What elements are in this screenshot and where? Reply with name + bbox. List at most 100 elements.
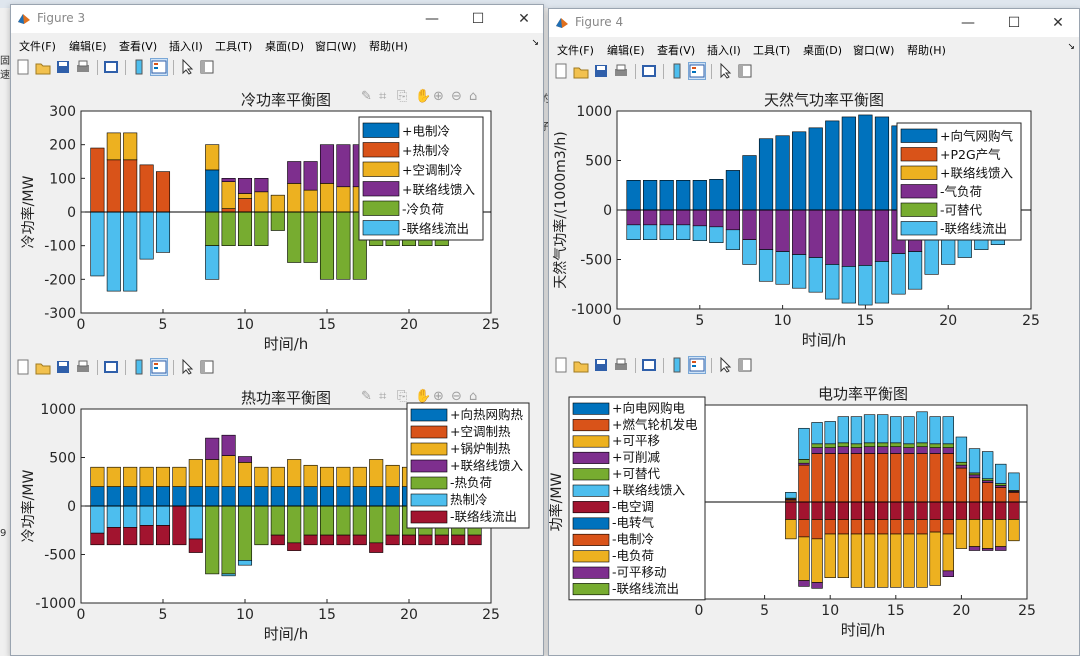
new-figure-icon[interactable] xyxy=(553,63,569,79)
colorbar-icon[interactable] xyxy=(669,357,685,373)
open-file-icon[interactable] xyxy=(35,59,51,75)
print-icon[interactable] xyxy=(75,359,91,375)
pointer-icon[interactable] xyxy=(179,58,195,75)
menu-dock-arrow-icon[interactable]: ↘ xyxy=(1067,42,1075,52)
save-icon[interactable] xyxy=(593,63,609,79)
export-icon[interactable]: ⎘ xyxy=(397,89,408,104)
new-figure-icon[interactable] xyxy=(15,59,31,75)
axes-toolbar: ✎ ⌗ ⎘ ✋ ⊕ ⊖ ⌂ xyxy=(361,389,491,407)
menu-tools[interactable]: 工具(T) xyxy=(215,40,253,53)
maximize-button[interactable]: ☐ xyxy=(1007,15,1021,31)
bar-segment xyxy=(155,211,171,253)
bar-segment xyxy=(90,466,105,487)
zoom-out-icon[interactable]: ⊖ xyxy=(451,389,462,404)
pointer-icon[interactable] xyxy=(717,62,733,79)
save-icon[interactable] xyxy=(55,359,71,375)
property-editor-icon[interactable] xyxy=(199,359,215,375)
menu-edit[interactable]: 编辑(E) xyxy=(69,40,107,53)
open-file-icon[interactable] xyxy=(573,63,589,79)
brush-icon[interactable]: ✎ xyxy=(361,389,372,404)
menu-file[interactable]: 文件(F) xyxy=(19,40,56,53)
bar-segment xyxy=(798,459,810,464)
property-editor-icon[interactable] xyxy=(199,59,215,75)
y-tick-label: -1000 xyxy=(571,302,612,318)
menu-view[interactable]: 查看(V) xyxy=(119,40,158,53)
x-tick-label: 10 xyxy=(236,607,254,623)
menu-window[interactable]: 窗口(W) xyxy=(315,40,357,53)
bar-segment xyxy=(877,519,889,535)
title-bar[interactable]: Figure 4 — ☐ ✕ xyxy=(549,9,1079,37)
new-figure-icon[interactable] xyxy=(15,359,31,375)
export-icon[interactable]: ⎘ xyxy=(397,389,408,404)
menu-dock-arrow-icon[interactable]: ↘ xyxy=(531,38,539,48)
maximize-button[interactable]: ☐ xyxy=(471,11,485,27)
bar-segment xyxy=(221,455,236,487)
save-icon[interactable] xyxy=(55,59,71,75)
bar-segment xyxy=(303,161,318,191)
home-icon[interactable]: ⌂ xyxy=(469,89,478,104)
bar-segment xyxy=(874,116,890,211)
save-icon[interactable] xyxy=(593,357,609,373)
print-icon[interactable] xyxy=(75,59,91,75)
legend-swatch xyxy=(900,128,938,143)
bar-segment xyxy=(850,501,863,520)
y-tick-label: 300 xyxy=(49,104,76,120)
link-plot-icon[interactable] xyxy=(641,357,657,373)
minimize-button[interactable]: — xyxy=(961,15,975,31)
bar-segment xyxy=(692,180,707,211)
brush-icon[interactable]: ✎ xyxy=(361,89,372,104)
legend-icon[interactable] xyxy=(150,58,168,76)
open-file-icon[interactable] xyxy=(573,357,589,373)
menu-desktop[interactable]: 桌面(D) xyxy=(265,40,305,53)
menu-edit[interactable]: 编辑(E) xyxy=(607,44,645,57)
menu-window[interactable]: 窗口(W) xyxy=(853,44,895,57)
bar-segment xyxy=(968,501,981,520)
menu-view[interactable]: 查看(V) xyxy=(657,44,696,57)
y-tick-label: 0 xyxy=(603,203,612,219)
menu-help[interactable]: 帮助(H) xyxy=(907,44,946,57)
menu-file[interactable]: 文件(F) xyxy=(557,44,594,57)
bar-segment xyxy=(139,211,154,260)
property-editor-icon[interactable] xyxy=(737,63,753,79)
legend-swatch xyxy=(410,476,448,490)
bar-segment xyxy=(742,155,757,211)
data-tip-icon[interactable]: ⌗ xyxy=(379,89,387,104)
menu-insert[interactable]: 插入(I) xyxy=(169,40,203,53)
menu-desktop[interactable]: 桌面(D) xyxy=(803,44,843,57)
zoom-out-icon[interactable]: ⊖ xyxy=(451,89,462,104)
bar-segment xyxy=(968,477,981,503)
legend-icon[interactable] xyxy=(688,62,706,80)
bar-segment xyxy=(336,486,351,507)
data-tip-icon[interactable]: ⌗ xyxy=(379,389,387,404)
link-plot-icon[interactable] xyxy=(103,359,119,375)
link-plot-icon[interactable] xyxy=(641,63,657,79)
legend-icon[interactable] xyxy=(150,358,168,376)
toolbar-separator xyxy=(125,360,126,375)
colorbar-icon[interactable] xyxy=(669,63,685,79)
open-file-icon[interactable] xyxy=(35,359,51,375)
menu-tools[interactable]: 工具(T) xyxy=(753,44,791,57)
pointer-icon[interactable] xyxy=(717,356,733,373)
pan-icon[interactable]: ✋ xyxy=(415,389,432,404)
print-icon[interactable] xyxy=(613,63,629,79)
colorbar-icon[interactable] xyxy=(131,59,147,75)
zoom-in-icon[interactable]: ⊕ xyxy=(433,389,444,404)
pan-icon[interactable]: ✋ xyxy=(415,89,432,104)
title-bar[interactable]: Figure 3 — ☐ ✕ xyxy=(11,5,543,33)
property-editor-icon[interactable] xyxy=(737,357,753,373)
close-button[interactable]: ✕ xyxy=(1052,15,1064,31)
link-plot-icon[interactable] xyxy=(103,59,119,75)
menu-help[interactable]: 帮助(H) xyxy=(369,40,408,53)
x-tick-label: 0 xyxy=(77,607,86,623)
bar-segment xyxy=(995,519,1007,547)
pointer-icon[interactable] xyxy=(179,358,195,375)
close-button[interactable]: ✕ xyxy=(518,11,530,27)
home-icon[interactable]: ⌂ xyxy=(469,389,478,404)
legend-icon[interactable] xyxy=(688,356,706,374)
print-icon[interactable] xyxy=(613,357,629,373)
new-figure-icon[interactable] xyxy=(553,357,569,373)
menu-insert[interactable]: 插入(I) xyxy=(707,44,741,57)
zoom-in-icon[interactable]: ⊕ xyxy=(433,89,444,104)
minimize-button[interactable]: — xyxy=(425,11,439,27)
colorbar-icon[interactable] xyxy=(131,359,147,375)
